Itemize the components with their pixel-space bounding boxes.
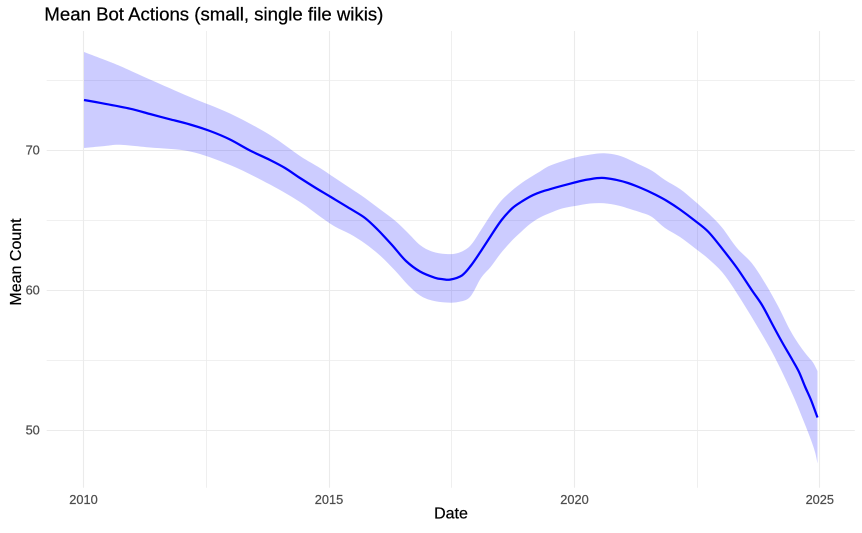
svg-text:Mean Count: Mean Count xyxy=(8,218,25,306)
svg-text:Date: Date xyxy=(434,506,468,523)
svg-text:50: 50 xyxy=(26,423,40,438)
svg-text:60: 60 xyxy=(26,283,40,298)
svg-text:2020: 2020 xyxy=(560,492,588,507)
svg-text:70: 70 xyxy=(26,143,40,158)
svg-text:2015: 2015 xyxy=(315,492,343,507)
svg-text:Mean Bot Actions (small, singl: Mean Bot Actions (small, single file wik… xyxy=(44,3,383,24)
svg-text:2010: 2010 xyxy=(69,492,97,507)
svg-text:2025: 2025 xyxy=(806,492,834,507)
